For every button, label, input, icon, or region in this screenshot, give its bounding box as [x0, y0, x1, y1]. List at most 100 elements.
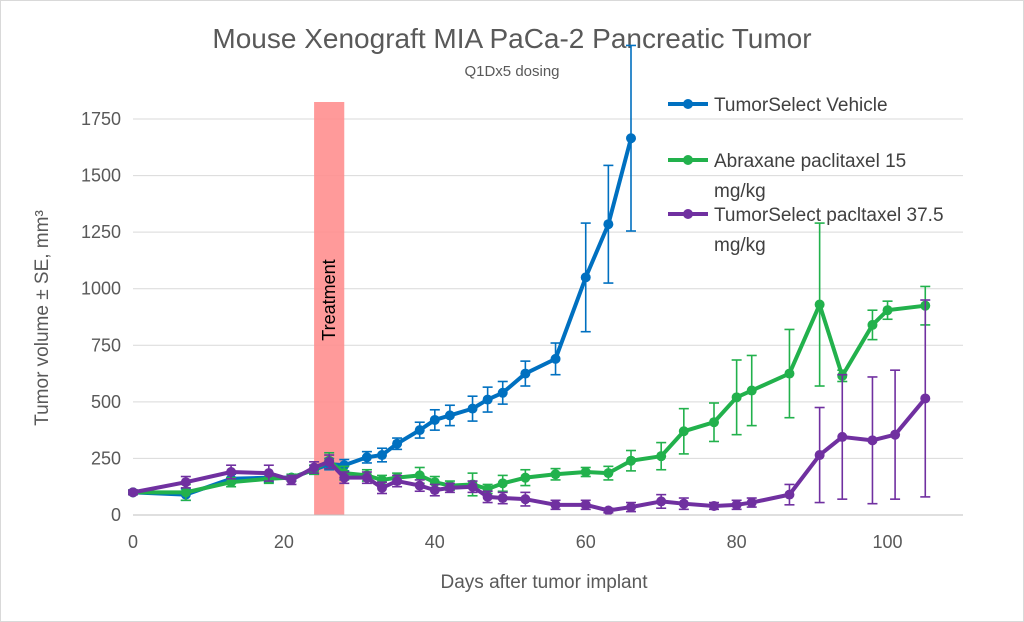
data-point	[550, 499, 561, 510]
data-point	[414, 425, 425, 436]
data-point	[467, 481, 478, 492]
series-line	[131, 302, 928, 495]
data-point	[226, 477, 237, 488]
data-point	[882, 305, 893, 316]
data-point	[731, 499, 742, 510]
series-line	[131, 136, 633, 497]
x-tick-label: 0	[128, 532, 138, 552]
y-tick-label: 0	[111, 505, 121, 525]
data-point	[890, 429, 901, 440]
data-point	[339, 472, 350, 483]
data-point	[867, 319, 878, 330]
data-point	[603, 468, 614, 479]
legend-swatch-marker	[683, 99, 693, 109]
legend-label: mg/kg	[714, 235, 766, 256]
series-0	[128, 44, 636, 502]
data-point	[286, 474, 297, 485]
data-point	[626, 502, 636, 513]
data-point	[392, 476, 403, 487]
data-point	[678, 498, 689, 509]
treatment-band: Treatment	[314, 102, 345, 515]
x-tick-label: 60	[576, 532, 596, 552]
data-point	[226, 467, 237, 478]
data-point	[520, 494, 531, 505]
data-point	[497, 493, 508, 504]
x-axis-title: Days after tumor implant	[441, 572, 649, 593]
data-point	[746, 385, 757, 396]
y-tick-label: 1500	[81, 166, 121, 186]
legend-label: mg/kg	[714, 181, 766, 202]
data-point	[731, 392, 742, 403]
data-point	[497, 387, 508, 398]
chart-subtitle: Q1Dx5 dosing	[464, 63, 559, 80]
series-2	[128, 299, 931, 516]
y-tick-label: 250	[91, 448, 121, 468]
data-point	[626, 455, 636, 466]
y-tick-label: 1250	[81, 222, 121, 242]
data-point	[377, 482, 387, 493]
y-axis-title: Tumor volume ± SE, mm³	[32, 210, 53, 426]
data-point	[324, 456, 335, 467]
data-point	[520, 472, 531, 483]
data-point	[128, 487, 138, 498]
data-point	[309, 462, 320, 473]
data-point	[444, 482, 455, 493]
data-point	[784, 489, 795, 500]
data-point	[784, 368, 795, 379]
legend-swatch-marker	[683, 155, 693, 165]
data-point	[580, 272, 591, 283]
legend: TumorSelect Vehicle Abraxane paclitaxel 1…	[668, 95, 944, 256]
data-point	[414, 470, 425, 481]
y-tick-label: 1000	[81, 279, 121, 299]
treatment-label: Treatment	[319, 259, 339, 340]
data-point	[392, 438, 403, 449]
data-point	[444, 410, 455, 421]
x-tick-label: 100	[873, 532, 903, 552]
data-point	[467, 403, 478, 414]
data-point	[837, 431, 848, 442]
data-point	[656, 496, 667, 507]
data-point	[429, 485, 440, 496]
x-tick-label: 80	[727, 532, 747, 552]
data-point	[920, 393, 931, 404]
data-point	[550, 469, 561, 480]
data-point	[482, 491, 493, 502]
treatment-band-rect	[314, 102, 345, 515]
data-point	[429, 414, 440, 425]
data-point	[263, 468, 274, 479]
legend-label: TumorSelect Vehicle	[714, 95, 888, 116]
data-point	[814, 450, 825, 461]
y-tick-label: 500	[91, 392, 121, 412]
data-point	[550, 353, 561, 364]
data-point	[603, 505, 614, 516]
chart-title: Mouse Xenograft MIA PaCa-2 Pancreatic Tu…	[212, 23, 811, 54]
data-point	[867, 435, 878, 446]
data-point	[709, 417, 719, 428]
data-point	[180, 487, 191, 498]
gridlines	[133, 118, 963, 459]
data-point	[746, 497, 757, 508]
series-line	[131, 396, 928, 513]
data-point	[520, 368, 531, 379]
plot-series	[128, 44, 931, 516]
data-point	[361, 452, 372, 463]
data-point	[656, 451, 667, 462]
data-point	[580, 467, 591, 478]
data-point	[180, 477, 191, 488]
data-point	[377, 450, 387, 461]
legend-label: TumorSelect pacltaxel 37.5	[714, 205, 944, 226]
legend-label: Abraxane paclitaxel 15	[714, 151, 906, 172]
data-point	[482, 394, 493, 405]
data-point	[339, 460, 350, 471]
data-point	[414, 480, 425, 491]
data-point	[626, 133, 636, 144]
y-tick-label: 750	[91, 335, 121, 355]
x-tick-label: 40	[425, 532, 445, 552]
data-point	[580, 499, 591, 510]
data-point	[814, 299, 825, 310]
y-tick-label: 1750	[81, 109, 121, 129]
y-tick-labels: 0 250 500 750 1000 1250 1500 1750	[81, 109, 121, 525]
data-point	[709, 500, 719, 511]
data-point	[361, 472, 372, 483]
